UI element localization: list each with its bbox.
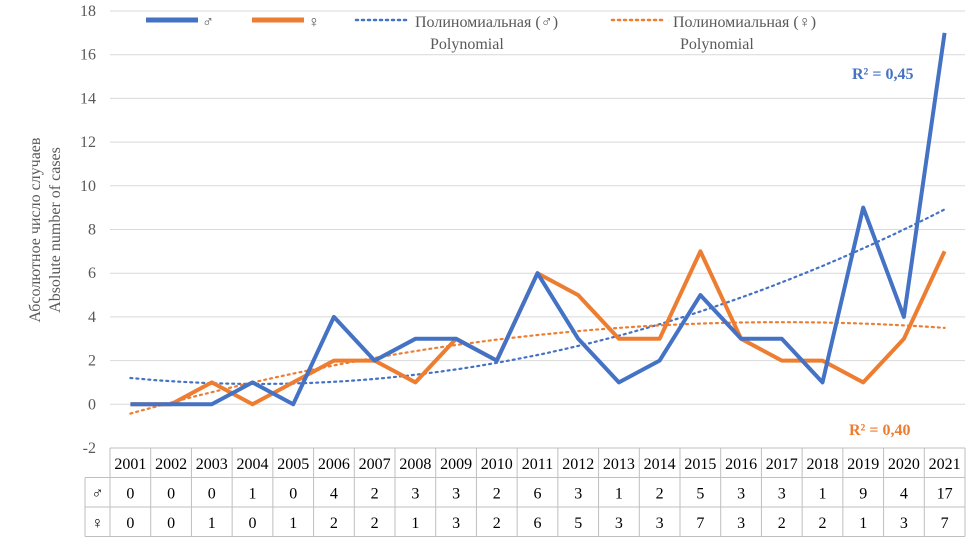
legend-label-trend-female: Полиномиальная (♀) [673,14,816,31]
table-cell: 1 [819,485,827,502]
x-tick-label: 2012 [562,456,594,473]
x-tick-label: 2007 [359,456,391,473]
y-tick-label: -2 [83,440,96,457]
x-tick-label: 2006 [318,456,350,473]
r2-label-male: R² = 0,45 [852,66,913,83]
table-cell: 3 [778,485,786,502]
table-cell: 3 [452,485,460,502]
trendlines [129,208,946,415]
y-tick-label: 18 [80,3,96,20]
table-cell: 5 [696,485,704,502]
table-cell: 1 [859,515,867,532]
legend-label-trend-male-en: Polynomial [430,36,504,53]
table-cell: 6 [534,515,542,532]
trendline-female [129,321,946,415]
table-cell: 1 [208,515,216,532]
y-tick-label: 10 [80,178,96,195]
x-tick-label: 2019 [847,456,879,473]
table-cell: 2 [819,515,827,532]
x-tick-label: 2008 [399,456,431,473]
series-lines [130,32,947,407]
y-axis-title-en: Absolute number of cases [47,147,64,313]
data-table: 2001 2002 2003 2004 2005 2006 2007 2008 2009 2010… [84,447,966,537]
legend-label-trend-female-en: Polynomial [680,36,754,53]
table-cell: 2 [656,485,664,502]
table-cell: 1 [249,485,257,502]
table-cell: 0 [167,485,175,502]
y-axis-ticks: -2 0 2 4 6 8 10 12 14 16 18 [80,3,96,457]
table-cell: 0 [208,485,216,502]
x-tick-label: 2011 [522,456,553,473]
trendline-male [129,208,946,386]
x-tick-label: 2021 [929,456,961,473]
y-tick-label: 16 [80,47,96,64]
y-tick-label: 6 [88,265,96,282]
x-tick-label: 2020 [888,456,920,473]
table-row-label: ♂ [92,485,104,502]
x-tick-label: 2002 [155,456,187,473]
table-cell: 9 [859,485,867,502]
table-cell: 3 [737,485,745,502]
table-cell: 3 [656,515,664,532]
table-cell: 5 [574,515,582,532]
table-cell: 4 [900,485,908,502]
legend-label-male: ♂ [202,14,214,31]
table-cell: 7 [696,515,704,532]
table-cell: 0 [289,485,297,502]
y-tick-label: 12 [80,134,96,151]
table-cell: 1 [615,485,623,502]
table-cell: 7 [941,515,949,532]
table-cell: 2 [371,515,379,532]
table-cell: 3 [900,515,908,532]
legend: ♂ ♀ Полиномиальная (♂) Polynomial Полиномиал… [146,14,816,53]
table-cell: 2 [371,485,379,502]
legend-label-female: ♀ [308,14,320,31]
table-row-label: ♀ [92,515,104,532]
x-tick-label: 2013 [603,456,635,473]
r2-label-female: R² = 0,40 [849,422,910,439]
y-tick-label: 0 [88,396,96,413]
x-tick-label: 2005 [277,456,309,473]
table-cell: 0 [126,485,134,502]
x-tick-label: 2018 [807,456,839,473]
table-cell: 1 [411,515,419,532]
table-cell: 2 [493,485,501,502]
table-cell: 3 [411,485,419,502]
legend-label-trend-male: Полиномиальная (♂) [415,14,558,31]
table-cell: 0 [126,515,134,532]
gridlines [110,10,965,449]
table-cell: 3 [452,515,460,532]
table-cell: 2 [778,515,786,532]
table-cell: 3 [615,515,623,532]
y-tick-label: 8 [88,222,96,239]
table-cell: 3 [574,485,582,502]
series-line-male [130,32,947,407]
x-tick-label: 2015 [684,456,716,473]
y-tick-label: 4 [88,309,96,326]
table-cell: 0 [167,515,175,532]
x-tick-label: 2009 [440,456,472,473]
x-tick-label: 2004 [237,456,269,473]
y-tick-label: 14 [80,90,96,107]
x-tick-label: 2014 [644,456,676,473]
table-cell: 1 [289,515,297,532]
y-tick-label: 2 [88,353,96,370]
table-cell: 6 [534,485,542,502]
table-cell: 0 [249,515,257,532]
x-tick-label: 2001 [114,456,146,473]
table-cell: 2 [493,515,501,532]
x-tick-label: 2010 [481,456,513,473]
x-tick-label: 2016 [725,456,757,473]
x-tick-label: 2003 [196,456,228,473]
table-cell: 3 [737,515,745,532]
table-cell: 4 [330,485,338,502]
y-axis-title-ru: Абсолютное число случаев [27,137,44,322]
x-tick-label: 2017 [766,456,798,473]
table-cell: 17 [937,485,953,502]
r-squared-labels: R² = 0,45 R² = 0,40 [849,66,913,439]
y-axis-title: Абсолютное число случаев Absolute number … [27,137,64,322]
table-cell: 2 [330,515,338,532]
